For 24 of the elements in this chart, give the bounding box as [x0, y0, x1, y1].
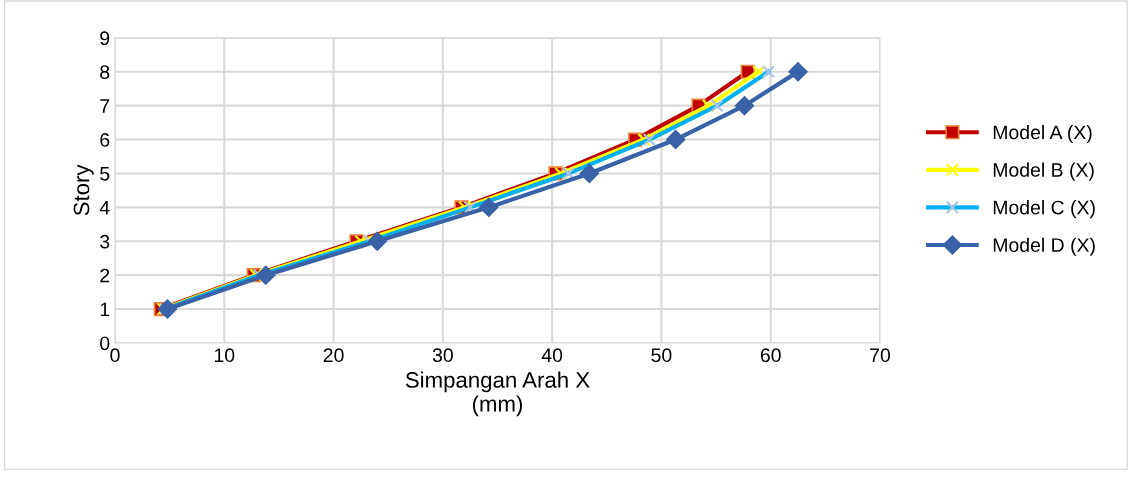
x-tick-label: 40	[541, 348, 563, 363]
x-axis-title: Simpangan Arah X (mm)	[405, 371, 590, 417]
y-tick-label: 0	[100, 336, 110, 351]
x-tick-label: 50	[651, 348, 672, 363]
legend-label: Model C (X)	[993, 200, 1095, 219]
y-tick-label: 7	[100, 99, 110, 113]
y-tick-label: 6	[100, 133, 110, 147]
x-tick-label: 70	[870, 348, 891, 363]
x-tick-label: 10	[214, 348, 235, 363]
y-tick-label: 3	[100, 234, 110, 249]
x-tick-label: 30	[432, 348, 453, 363]
y-tick-label: 5	[100, 167, 110, 181]
y-tick-label: 9	[100, 31, 110, 46]
x-tick-label: 60	[760, 348, 781, 363]
y-axis-title: Story	[73, 164, 94, 216]
legend-label: Model A (X)	[993, 124, 1092, 144]
x-tick-label: 20	[323, 348, 344, 363]
legend-label: Model B (X)	[993, 162, 1094, 181]
y-tick-label: 4	[99, 201, 110, 215]
x-tick-label: 0	[110, 348, 120, 363]
y-tick-label: 8	[100, 65, 110, 79]
legend-label: Model D (X)	[993, 237, 1095, 256]
y-tick-label: 1	[100, 302, 110, 317]
y-tick-label: 2	[100, 268, 110, 283]
